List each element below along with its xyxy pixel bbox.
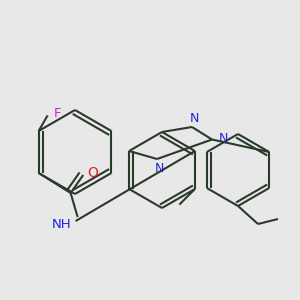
Text: O: O <box>87 166 98 180</box>
Text: N: N <box>218 132 228 145</box>
Text: N: N <box>189 112 199 124</box>
Text: NH: NH <box>52 218 71 230</box>
Text: F: F <box>54 107 62 120</box>
Text: N: N <box>154 161 164 175</box>
